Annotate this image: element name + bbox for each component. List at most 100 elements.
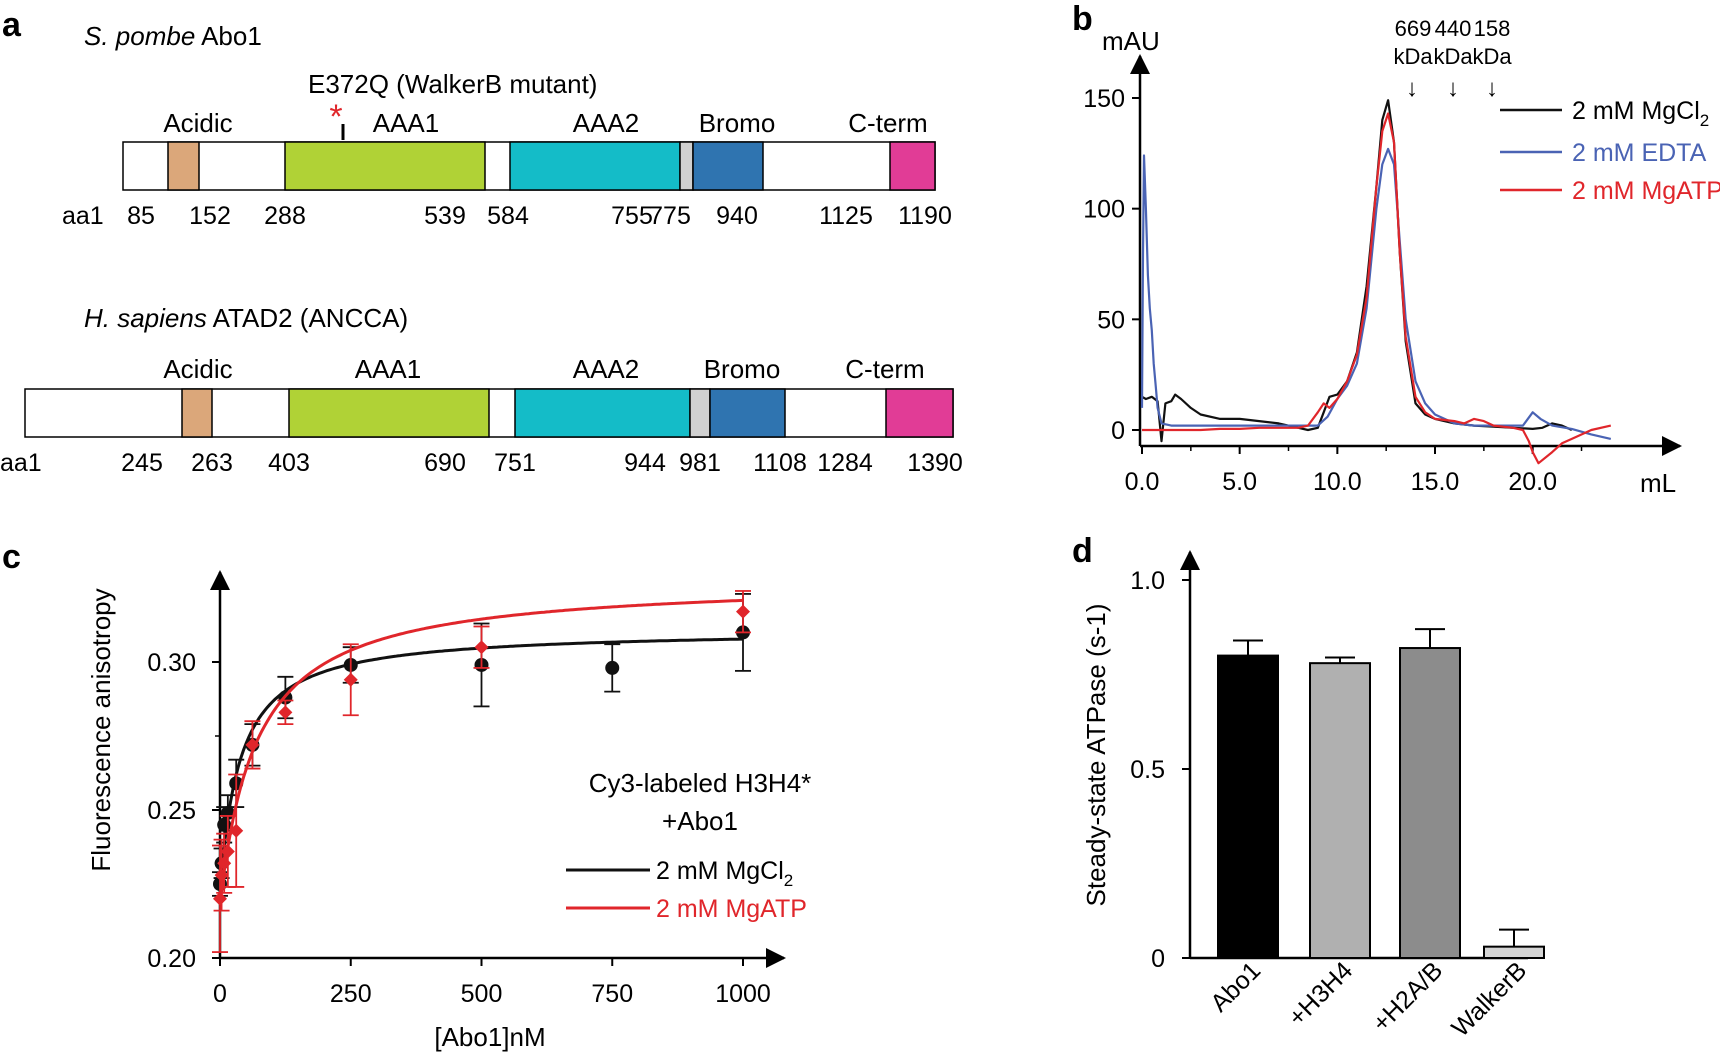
c-legend: 2 mM MgCl2 2 mM MgATP <box>566 857 807 923</box>
b-marker-arrow: ↓ <box>1447 75 1459 102</box>
d-bar-h2ab <box>1399 647 1461 959</box>
c-ticks: 0 250 500 750 1000 0.20 0.25 0.30 <box>147 649 770 1008</box>
sapiens-position: 245 <box>121 449 163 477</box>
pombe-label-acidic: Acidic <box>163 108 232 138</box>
pombe-position: 1190 <box>898 202 952 230</box>
b-marker-label: 158 <box>1474 16 1511 41</box>
c-point-red <box>343 672 358 687</box>
sapiens-position: 751 <box>494 449 536 477</box>
pombe-species: S. pombe <box>84 21 195 51</box>
b-ytick-label: 100 <box>1083 196 1125 224</box>
b-series-red <box>1142 112 1612 465</box>
b-ylabel: mAU <box>1102 26 1160 56</box>
c-point-red <box>245 737 260 752</box>
b-xlabel: mL <box>1640 468 1676 498</box>
b-legend-red: 2 mM MgATP <box>1572 177 1720 205</box>
sapiens-domain-aaa1 <box>288 388 490 438</box>
pombe-domain-acidic <box>167 141 200 191</box>
d-category-label: +H2A/B <box>1367 956 1448 1037</box>
sapiens-label-aaa2: AAA2 <box>573 354 640 384</box>
c-point-red <box>278 705 293 720</box>
c-annotation-line2: +Abo1 <box>662 806 738 836</box>
c-point-red <box>229 823 244 838</box>
c-legend-black: 2 mM MgCl2 <box>656 857 793 890</box>
d-bar-abo1 <box>1217 654 1279 959</box>
d-category-label: WalkerB <box>1446 956 1532 1042</box>
b-xtick-label: 20.0 <box>1508 468 1557 496</box>
c-ytick-label: 0.30 <box>147 649 196 677</box>
sapiens-label-acidic: Acidic <box>163 354 232 384</box>
c-point-black <box>217 817 232 832</box>
pombe-position: 584 <box>487 202 529 230</box>
sapiens-label-cterm: C-term <box>845 354 924 384</box>
sapiens-position: 1108 <box>753 449 807 477</box>
d-bar-h3h4 <box>1309 662 1371 959</box>
b-marker-unit: kDa <box>1393 44 1433 69</box>
b-ytick-label: 150 <box>1083 85 1125 113</box>
pombe-position: 85 <box>127 202 155 230</box>
c-xtick-label: 250 <box>330 980 372 1008</box>
c-point-red <box>736 604 750 619</box>
c-ylabel: Fluorescence anisotropy <box>86 588 116 871</box>
pombe-position: 940 <box>716 202 758 230</box>
panel-c: c Fluorescence anisotropy [Abo1]nM 0 250 5… <box>2 538 811 1052</box>
pombe-domain-aaa1 <box>284 141 486 191</box>
pombe-domain-aaa2 <box>509 141 681 191</box>
pombe-aa-label: aa1 <box>62 202 104 230</box>
c-fit-red <box>218 598 744 905</box>
b-legend-black-sub: 2 <box>1700 111 1709 130</box>
pombe-position: 539 <box>424 202 466 230</box>
sapiens-aa-label: aa1 <box>0 449 42 477</box>
pombe-label-aaa1: AAA1 <box>373 108 440 138</box>
b-legend: 2 mM MgCl2 2 mM EDTA 2 mM MgATP <box>1500 97 1720 205</box>
pombe-label-bromo: Bromo <box>699 108 776 138</box>
b-legend-black-base: 2 mM MgCl <box>1572 97 1700 125</box>
sapiens-domain-bromo <box>709 388 786 438</box>
sapiens-domain-cterm <box>885 388 954 438</box>
panel-letter-a: a <box>2 6 22 44</box>
sapiens-positions: 245 263 403 690 751 944 981 1108 1284 1390 <box>121 449 963 477</box>
pombe-protein: Abo1 <box>195 21 262 51</box>
sapiens-title: H. sapiens ATAD2 (ANCCA) <box>84 303 408 333</box>
pombe-position: 1125 <box>819 202 873 230</box>
c-annotation-line1: Cy3-labeled H3H4* <box>589 768 812 798</box>
c-point-black <box>605 660 620 675</box>
pombe-position: 288 <box>264 202 306 230</box>
sapiens-position: 981 <box>679 449 721 477</box>
d-category-label: +H3H4 <box>1283 956 1358 1031</box>
pombe-domain-bromo <box>692 141 764 191</box>
b-xtick-label: 10.0 <box>1313 468 1362 496</box>
d-ytick-label: 1.0 <box>1130 567 1165 595</box>
c-ytick-label: 0.20 <box>147 945 196 973</box>
b-marker-label: 440 <box>1435 16 1472 41</box>
panel-b: b mAU mL 0.0 5.0 10.0 15.0 20.0 0 50 100 150 669… <box>1072 0 1720 498</box>
pombe-position: 152 <box>189 202 231 230</box>
sapiens-species: H. sapiens <box>84 303 207 333</box>
b-legend-blue: 2 mM EDTA <box>1572 139 1707 167</box>
b-xtick-label: 15.0 <box>1411 468 1460 496</box>
c-point-red <box>220 844 235 859</box>
b-series-blue <box>1140 147 1612 440</box>
c-legend-red: 2 mM MgATP <box>656 895 807 923</box>
pombe-linker <box>679 141 694 191</box>
sapiens-label-bromo: Bromo <box>704 354 781 384</box>
c-legend-black-sub: 2 <box>784 871 793 890</box>
mutation-label: E372Q (WalkerB mutant) <box>308 69 597 99</box>
panel-letter-c: c <box>2 538 21 576</box>
sapiens-position: 263 <box>191 449 233 477</box>
pombe-domain-cterm <box>889 141 936 191</box>
c-series <box>212 590 751 953</box>
c-point-red <box>213 891 227 906</box>
b-ticks: 0.0 5.0 10.0 15.0 20.0 0 50 100 150 <box>1083 85 1583 496</box>
pombe-position: 755 <box>611 202 653 230</box>
b-marker-arrow: ↓ <box>1486 75 1498 102</box>
sapiens-domain-acidic <box>181 388 213 438</box>
b-marker-unit: kDa <box>1433 44 1473 69</box>
b-marker-unit: kDa <box>1472 44 1512 69</box>
sapiens-position: 403 <box>268 449 310 477</box>
pombe-position: 775 <box>649 202 691 230</box>
b-xtick-label: 0.0 <box>1125 468 1160 496</box>
